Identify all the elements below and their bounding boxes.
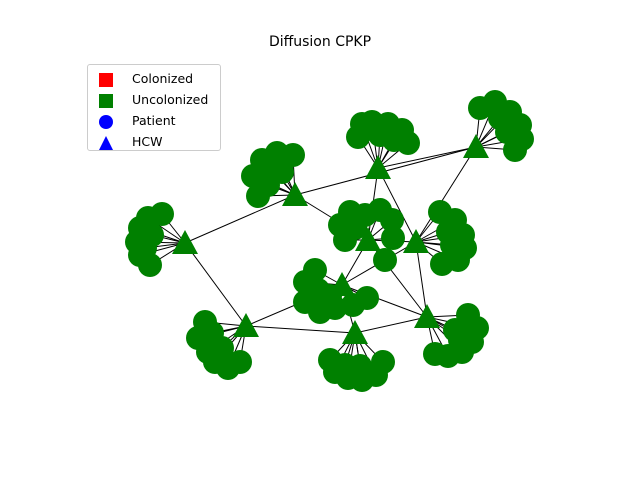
chart-title: Diffusion CPKP <box>268 34 372 50</box>
legend-item-colonized: Colonized <box>88 69 222 89</box>
patient-node <box>150 202 174 226</box>
hcw-edge <box>377 167 417 243</box>
hcw-node <box>172 230 198 255</box>
hcw-node <box>355 227 381 252</box>
patient-node <box>258 155 282 179</box>
hcw-edge <box>245 325 356 334</box>
patient-node <box>373 248 397 272</box>
legend-label-patient: Patient <box>132 113 176 128</box>
patient-node <box>382 128 406 152</box>
patient-node <box>133 236 157 260</box>
blue-circle-icon <box>99 115 113 129</box>
patient-node <box>430 252 454 276</box>
legend-item-patient: Patient <box>88 111 222 131</box>
hcw-edge <box>415 241 428 318</box>
hcw-edge <box>184 242 247 327</box>
hcw-edge <box>354 316 428 334</box>
patient-node <box>355 286 379 310</box>
hcw-edge <box>341 284 428 318</box>
red-square-icon <box>99 73 113 87</box>
patient-node <box>348 354 372 378</box>
patient-node <box>448 328 472 352</box>
patient-node <box>495 120 519 144</box>
hcw-edge <box>377 146 477 169</box>
hcws-layer <box>172 134 489 345</box>
hcw-node <box>463 134 489 159</box>
hcw-node <box>414 304 440 329</box>
legend-label-uncolonized: Uncolonized <box>132 92 209 107</box>
patient-node <box>371 350 395 374</box>
legend-item-hcw: HCW <box>88 132 222 152</box>
hcw-node <box>233 313 259 338</box>
hcw-node <box>365 155 391 180</box>
blue-triangle-icon <box>99 136 113 150</box>
patient-node <box>381 226 405 250</box>
hcw-edge <box>415 146 477 243</box>
hcw-node <box>403 229 429 254</box>
green-square-icon <box>99 94 113 108</box>
legend-label-hcw: HCW <box>132 134 163 149</box>
patient-node <box>281 143 305 167</box>
patient-node <box>343 216 367 240</box>
patient-node <box>210 336 234 360</box>
hcw-node <box>282 182 308 207</box>
patient-node <box>440 233 464 257</box>
patient-node <box>303 258 327 282</box>
legend: Colonized Uncolonized Patient HCW <box>87 64 221 151</box>
legend-label-colonized: Colonized <box>132 71 194 86</box>
hcw-edge <box>184 194 296 244</box>
hcw-node <box>329 272 355 297</box>
legend-item-uncolonized: Uncolonized <box>88 90 222 110</box>
patient-node <box>350 112 374 136</box>
patient-node <box>380 208 404 232</box>
patient-node <box>503 138 527 162</box>
patient-node <box>423 342 447 366</box>
patient-node <box>228 350 252 374</box>
hcw-node <box>342 320 368 345</box>
